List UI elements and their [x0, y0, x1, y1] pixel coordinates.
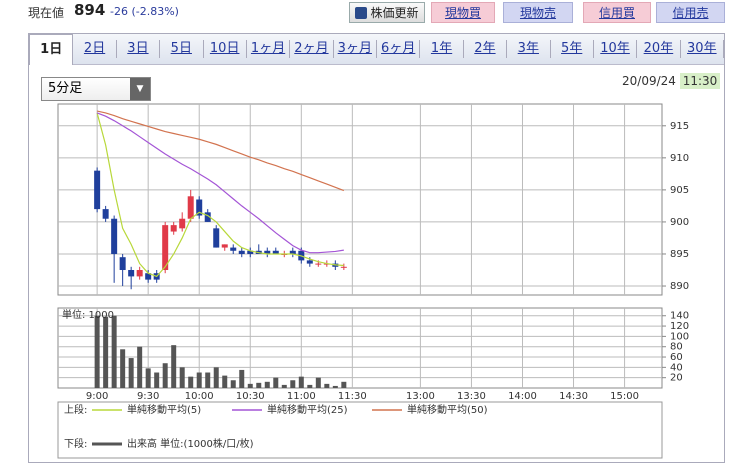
period-tab[interactable]: 10日	[204, 40, 247, 58]
refresh-button[interactable]: 株価更新	[349, 2, 425, 23]
refresh-label: 株価更新	[370, 6, 419, 20]
period-tab[interactable]: 2日	[73, 40, 117, 58]
time: 11:30	[679, 73, 721, 89]
period-tab[interactable]: 3ヶ月	[334, 40, 377, 58]
period-tabs: 1日 2日 3日 5日 10日 1ヶ月 2ヶ月 3ヶ月 6ヶ月 1年 2年 3年 5年 10年 20年 30年	[29, 34, 724, 65]
period-tab[interactable]: 1ヶ月	[247, 40, 291, 58]
price-label: 現在値	[28, 6, 65, 20]
price-change: -26 (-2.83%)	[110, 5, 179, 18]
period-tab[interactable]: 2年	[464, 40, 508, 58]
period-tab[interactable]: 1日	[29, 34, 74, 65]
period-tab[interactable]: 3年	[507, 40, 551, 58]
interval-label: 5分足	[48, 81, 83, 96]
trade-button[interactable]: 現物買	[431, 2, 495, 23]
refresh-icon	[355, 7, 368, 19]
dropdown-arrow: ▼	[130, 78, 150, 100]
trade-button[interactable]: 現物売	[503, 2, 573, 23]
timestamp: 20/09/24 11:30	[622, 73, 721, 89]
period-tab[interactable]: 1年	[420, 40, 464, 58]
period-tab[interactable]: 30年	[681, 40, 724, 58]
period-tab[interactable]: 5日	[160, 40, 204, 58]
period-tab[interactable]: 6ヶ月	[377, 40, 421, 58]
period-tab[interactable]: 10年	[594, 40, 638, 58]
interval-select[interactable]: 5分足 ▼	[41, 77, 151, 101]
period-tab[interactable]: 3日	[117, 40, 161, 58]
period-tab[interactable]: 20年	[637, 40, 681, 58]
trade-button[interactable]: 信用買	[583, 2, 651, 23]
trade-button[interactable]: 信用売	[656, 2, 725, 23]
period-tab[interactable]: 2ヶ月	[290, 40, 334, 58]
current-price: 894	[74, 1, 106, 19]
period-tab[interactable]: 5年	[551, 40, 594, 58]
date: 20/09/24	[622, 74, 676, 88]
